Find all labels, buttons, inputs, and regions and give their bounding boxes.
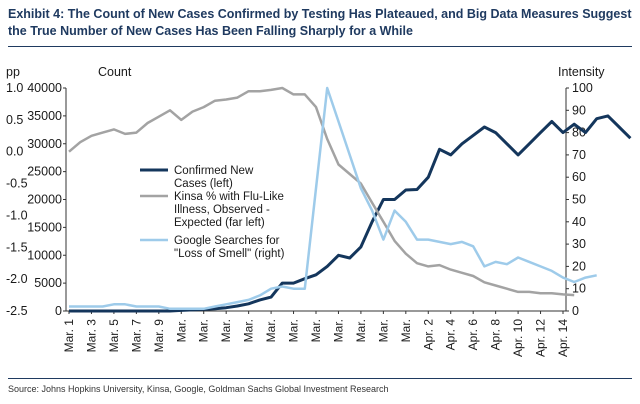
x-tick-label: Mar. — [197, 319, 211, 342]
x-tick-label: Mar. — [287, 319, 301, 342]
x-tick-label: Mar. 3 — [84, 319, 98, 353]
legend-label-3: "Loss of Smell" (right) — [174, 248, 285, 260]
right-tick-label: 0 — [572, 304, 579, 318]
left-tick-label: 15000 — [27, 220, 62, 234]
x-tick-label: Apr. 12 — [534, 319, 548, 357]
right-axis-label: Intensity — [558, 65, 605, 79]
x-tick-label: Mar. — [219, 319, 233, 342]
far-left-tick-label: 0.5 — [6, 113, 23, 127]
far-left-tick-label: -2.0 — [6, 272, 28, 286]
right-tick-label: 50 — [572, 193, 586, 207]
right-tick-label: 100 — [572, 81, 593, 95]
right-tick-label: 90 — [572, 103, 586, 117]
source-note: Source: Johns Hopkins University, Kinsa,… — [8, 384, 389, 394]
x-tick-label: Mar. 5 — [107, 319, 121, 353]
series-line-3 — [69, 86, 597, 311]
x-tick-label: Mar. — [331, 319, 345, 342]
series-line-1 — [69, 114, 632, 313]
left-tick-label: 35000 — [27, 109, 62, 123]
x-tick-label: Mar. — [376, 319, 390, 342]
far-left-tick-label: -1.0 — [6, 208, 28, 222]
left-tick-label: 40000 — [27, 81, 62, 95]
x-tick-label: Apr. 6 — [466, 319, 480, 351]
right-tick-label: 60 — [572, 170, 586, 184]
right-tick-label: 20 — [572, 259, 586, 273]
x-tick-label: Apr. 10 — [511, 319, 525, 357]
legend-label-2: Illness, Observed - — [174, 204, 270, 216]
left-tick-label: 0 — [55, 304, 62, 318]
x-tick-label: Mar. 9 — [152, 319, 166, 353]
x-tick-label: Mar. — [354, 319, 368, 342]
legend-label-1: Confirmed New — [174, 165, 254, 177]
x-tick-label: Apr. 8 — [489, 319, 503, 351]
footer-rule — [8, 378, 632, 379]
far-left-tick-label: 1.0 — [6, 81, 23, 95]
x-tick-label: Apr. 4 — [444, 319, 458, 351]
left-tick-label: 20000 — [27, 193, 62, 207]
x-tick-label: Mar. — [399, 319, 413, 342]
x-tick-label: Mar. 7 — [129, 319, 143, 353]
x-tick-label: Mar. — [264, 319, 278, 342]
header-rule — [8, 46, 632, 47]
chart-title: Exhibit 4: The Count of New Cases Confir… — [8, 7, 632, 38]
left-tick-label: 5000 — [34, 276, 62, 290]
left-tick-label: 10000 — [27, 248, 62, 262]
x-tick-label: Mar. — [174, 319, 188, 342]
left-tick-label: 25000 — [27, 165, 62, 179]
left-axis-label: Count — [98, 65, 132, 79]
legend-label-2: Expected (far left) — [174, 217, 265, 229]
far-left-tick-label: 0.0 — [6, 145, 23, 159]
x-tick-label: Mar. — [309, 319, 323, 342]
right-tick-label: 10 — [572, 282, 586, 296]
left-tick-label: 30000 — [27, 137, 62, 151]
far-left-axis-label: pp — [6, 65, 20, 79]
right-tick-label: 40 — [572, 215, 586, 229]
right-tick-label: 70 — [572, 148, 586, 162]
far-left-tick-label: -1.5 — [6, 240, 28, 254]
series-line-2 — [68, 86, 575, 297]
legend-label-1: Cases (left) — [174, 178, 233, 190]
x-tick-label: Apr. 14 — [556, 319, 570, 357]
x-tick-label: Mar. — [242, 319, 256, 342]
x-tick-label: Mar. 1 — [62, 319, 76, 353]
legend-label-3: Google Searches for — [174, 235, 280, 247]
x-tick-label: Apr. 2 — [421, 319, 435, 351]
far-left-tick-label: -0.5 — [6, 177, 28, 191]
legend-label-2: Kinsa % with Flu-Like — [174, 191, 284, 203]
right-tick-label: 30 — [572, 237, 586, 251]
far-left-tick-label: -2.5 — [6, 304, 28, 318]
